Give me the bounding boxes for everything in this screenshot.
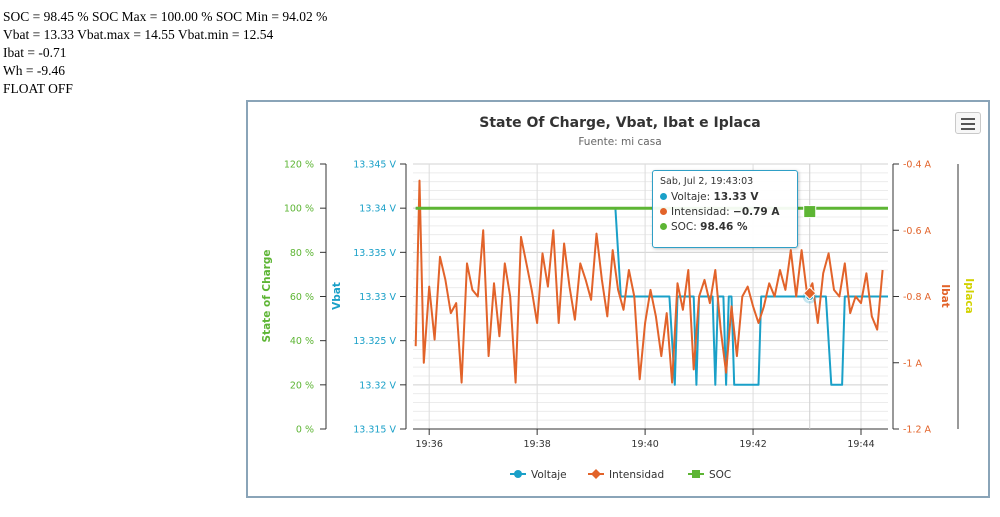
- ibat-tick-label: -1.2 A: [903, 425, 932, 436]
- tooltip-soc-row: SOC: 98.46 %: [660, 220, 790, 235]
- chart-title: State Of Charge, Vbat, Ibat e Iplaca: [479, 115, 760, 131]
- intensidad-dot-icon: [660, 208, 667, 215]
- tooltip-soc-value: 98.46 %: [700, 221, 748, 233]
- intensidad-hover-point: [803, 286, 817, 300]
- legend-label-intensidad[interactable]: Intensidad: [609, 469, 664, 481]
- chart-subtitle: Fuente: mi casa: [578, 136, 661, 148]
- tooltip-intensidad-row: Intensidad: −0.79 A: [660, 205, 790, 220]
- chart-tooltip: Sab, Jul 2, 19:43:03 Voltaje: 13.33 V In…: [652, 170, 798, 248]
- ibat-tick-label: -0.6 A: [903, 226, 932, 237]
- soc-tick-label: 60 %: [290, 292, 314, 303]
- hamburger-icon-bar: [961, 128, 975, 130]
- legend-circle-icon: [514, 470, 522, 478]
- soc-hover-point: [803, 205, 817, 219]
- soc-tick-label: 100 %: [284, 204, 314, 215]
- ibat-tick-label: -1 A: [903, 358, 922, 369]
- tooltip-voltaje-label: Voltaje:: [671, 191, 714, 203]
- chart-menu-button[interactable]: [955, 112, 981, 134]
- soc-tick-label: 120 %: [284, 160, 314, 171]
- legend-square-icon: [692, 470, 700, 478]
- stats-panel: SOC = 98.45 % SOC Max = 100.00 % SOC Min…: [3, 8, 327, 98]
- x-tick-label: 19:36: [415, 439, 442, 450]
- voltaje-series-line: [415, 207, 888, 386]
- tooltip-voltaje-value: 13.33 V: [713, 191, 759, 203]
- legend-label-voltaje[interactable]: Voltaje: [531, 469, 567, 481]
- tooltip-intensidad-value: −0.79 A: [733, 206, 780, 218]
- ibat-tick-label: -0.4 A: [903, 160, 932, 171]
- vbat-tick-label: 13.34 V: [359, 204, 396, 215]
- soc-tick-label: 0 %: [296, 425, 314, 436]
- chart-svg: State Of Charge, Vbat, Ibat e Iplaca Fuen…: [261, 115, 975, 481]
- stats-vbat-line: Vbat = 13.33 Vbat.max = 14.55 Vbat.min =…: [3, 27, 274, 42]
- soc-tick-label: 40 %: [290, 336, 314, 347]
- x-tick-label: 19:40: [631, 439, 658, 450]
- stats-float-status: FLOAT OFF: [3, 81, 73, 96]
- iplaca-axis-title: Iplaca: [963, 278, 975, 313]
- vbat-tick-label: 13.32 V: [359, 380, 396, 391]
- hamburger-icon-bar: [961, 123, 975, 125]
- x-tick-label: 19:44: [847, 439, 874, 450]
- vbat-tick-label: 13.325 V: [353, 336, 396, 347]
- stats-soc-line: SOC = 98.45 % SOC Max = 100.00 % SOC Min…: [3, 9, 328, 24]
- x-tick-label: 19:38: [523, 439, 550, 450]
- chart-container: State Of Charge, Vbat, Ibat e Iplaca Fuen…: [246, 100, 990, 498]
- vbat-tick-label: 13.335 V: [353, 248, 396, 259]
- ibat-tick-label: -0.8 A: [903, 292, 932, 303]
- vbat-tick-label: 13.315 V: [353, 425, 396, 436]
- stats-wh-line: Wh = -9.46: [3, 63, 65, 78]
- hamburger-icon: [961, 118, 975, 120]
- tooltip-intensidad-label: Intensidad:: [671, 206, 734, 218]
- vbat-tick-label: 13.345 V: [353, 160, 396, 171]
- vbat-axis-title: Vbat: [331, 282, 343, 310]
- legend-diamond-icon: [591, 469, 601, 479]
- soc-tick-label: 80 %: [290, 248, 314, 259]
- ibat-axis-title: Ibat: [939, 284, 951, 308]
- tooltip-header: Sab, Jul 2, 19:43:03: [660, 176, 754, 187]
- legend-label-soc[interactable]: SOC: [709, 469, 731, 481]
- tooltip-voltaje-row: Voltaje: 13.33 V: [660, 190, 790, 205]
- soc-dot-icon: [660, 223, 667, 230]
- voltaje-dot-icon: [660, 193, 667, 200]
- soc-tick-label: 20 %: [290, 380, 314, 391]
- stats-ibat-line: Ibat = -0.71: [3, 45, 67, 60]
- tooltip-soc-label: SOC:: [671, 221, 701, 233]
- intensidad-series-line: [414, 179, 884, 384]
- x-tick-label: 19:42: [739, 439, 766, 450]
- vbat-tick-label: 13.33 V: [359, 292, 396, 303]
- soc-axis-title: State of Charge: [261, 250, 273, 343]
